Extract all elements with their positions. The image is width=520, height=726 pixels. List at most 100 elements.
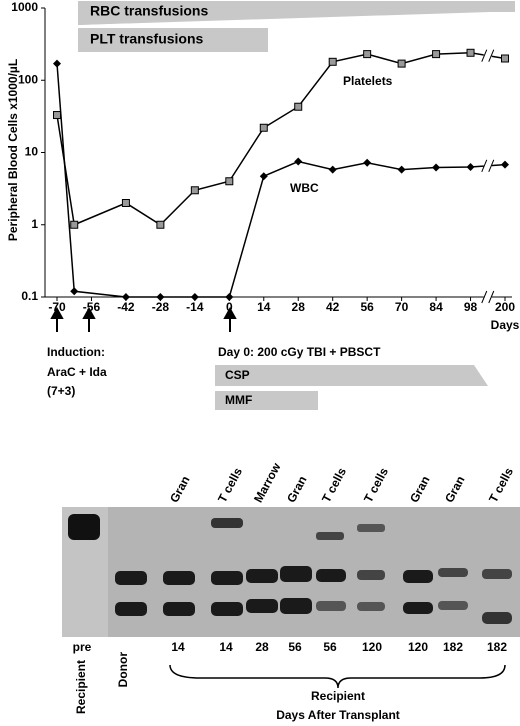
marker xyxy=(466,48,475,57)
lane-day: 182 xyxy=(443,640,463,654)
group-label: Recipient xyxy=(311,689,365,703)
x-tick-label: -28 xyxy=(152,300,170,314)
lane-type: Gran xyxy=(167,474,193,505)
x-tick-label: 56 xyxy=(360,300,374,314)
y-tick-label: 0.1 xyxy=(21,289,38,303)
marker xyxy=(190,186,199,195)
x-tick-label: 200 xyxy=(495,300,515,314)
x-tick-label: 28 xyxy=(292,300,306,314)
marker xyxy=(156,220,165,229)
marker xyxy=(397,59,406,68)
y-tick-label: 1000 xyxy=(11,0,38,14)
lane-type: T cells xyxy=(215,465,245,505)
series-line xyxy=(56,52,506,226)
x-tick-label: 14 xyxy=(257,300,271,314)
marker xyxy=(501,54,509,63)
marker xyxy=(121,199,130,208)
annotation: Day 0: 200 cGy TBI + PBSCT xyxy=(218,345,381,359)
x-tick-label: 0 xyxy=(226,300,233,314)
lane-day: 14 xyxy=(219,640,233,654)
plot: 0.1 1 10 100 1000 -70 -56 -42 -28 -14 0 14 28 42 56 70 8… xyxy=(11,0,515,314)
series-line xyxy=(56,63,506,298)
lane-day: 120 xyxy=(362,640,382,654)
marker xyxy=(259,172,268,181)
lane-type: Gran xyxy=(442,474,468,505)
x-tick-label: -70 xyxy=(48,300,66,314)
marker xyxy=(294,157,303,166)
break-gap xyxy=(483,291,492,303)
annotation: (7+3) xyxy=(47,384,75,398)
plt-bar xyxy=(78,28,268,52)
lane-type: T cells xyxy=(486,465,516,505)
lane-label: pre xyxy=(73,640,92,654)
marker xyxy=(225,293,234,301)
x-tick-label: 84 xyxy=(429,300,443,314)
lane-day: 56 xyxy=(323,640,337,654)
csp-bar xyxy=(215,365,488,386)
marker xyxy=(397,165,406,174)
break-gap xyxy=(483,159,492,172)
mmf-bar xyxy=(215,391,318,410)
break-mark xyxy=(481,159,488,172)
lane-type: Gran xyxy=(284,474,310,505)
rbc-bar xyxy=(78,1,515,25)
marker xyxy=(190,293,199,301)
break-mark xyxy=(481,290,488,304)
annotation: Induction: xyxy=(47,345,105,359)
break-mark xyxy=(488,49,495,62)
marker xyxy=(294,102,303,111)
gel-axis-label: Days After Transplant xyxy=(276,708,400,722)
bar-label: PLT transfusions xyxy=(90,31,204,47)
x-axis-label: Days xyxy=(491,318,520,332)
bar-label: CSP xyxy=(225,368,250,382)
x-tick-label: 42 xyxy=(326,300,340,314)
break-mark xyxy=(488,290,495,304)
y-tick-label: 100 xyxy=(18,72,38,86)
marker xyxy=(432,163,441,172)
annotation: AraC + Ida xyxy=(47,365,107,379)
marker xyxy=(70,220,79,229)
lane-day: 28 xyxy=(255,640,269,654)
lane-day: 182 xyxy=(487,640,507,654)
marker xyxy=(363,50,372,59)
lane-day: 120 xyxy=(408,640,428,654)
marker xyxy=(466,162,475,171)
series-label: WBC xyxy=(290,181,319,195)
lane-type: T cells xyxy=(361,465,391,505)
lane-day: 56 xyxy=(288,640,302,654)
lane-type: Marrow xyxy=(251,460,284,505)
break-mark xyxy=(481,49,488,62)
marker xyxy=(121,293,130,301)
x-tick-label: 70 xyxy=(395,300,409,314)
marker xyxy=(328,165,337,174)
marker xyxy=(156,293,165,301)
marker xyxy=(225,177,234,186)
arrows xyxy=(50,306,237,332)
break-gap xyxy=(483,49,492,62)
x-tick-label: -56 xyxy=(83,300,101,314)
lane-label: Recipient xyxy=(74,660,88,714)
lane-label: Donor xyxy=(116,652,130,688)
break-mark xyxy=(488,159,495,172)
marker xyxy=(363,158,372,167)
lane-type: T cells xyxy=(319,465,349,505)
marker xyxy=(53,111,61,120)
x-tick-label: -42 xyxy=(117,300,135,314)
gel xyxy=(62,507,520,689)
marker xyxy=(328,57,337,66)
marker xyxy=(501,160,509,169)
marker xyxy=(259,123,268,132)
y-tick-label: 10 xyxy=(25,145,39,159)
marker xyxy=(432,50,441,59)
bar-label: RBC transfusions xyxy=(90,3,208,19)
y-axis-label: Peripheral Blood Cells x1000/µL xyxy=(6,59,20,241)
bar-label: MMF xyxy=(225,393,252,407)
x-tick-label: -14 xyxy=(186,300,204,314)
x-tick-label: 98 xyxy=(464,300,478,314)
lane-type: Gran xyxy=(407,474,433,505)
marker xyxy=(53,59,61,68)
series-label: Platelets xyxy=(343,74,393,88)
marker xyxy=(70,287,79,296)
y-tick-label: 1 xyxy=(31,217,38,231)
